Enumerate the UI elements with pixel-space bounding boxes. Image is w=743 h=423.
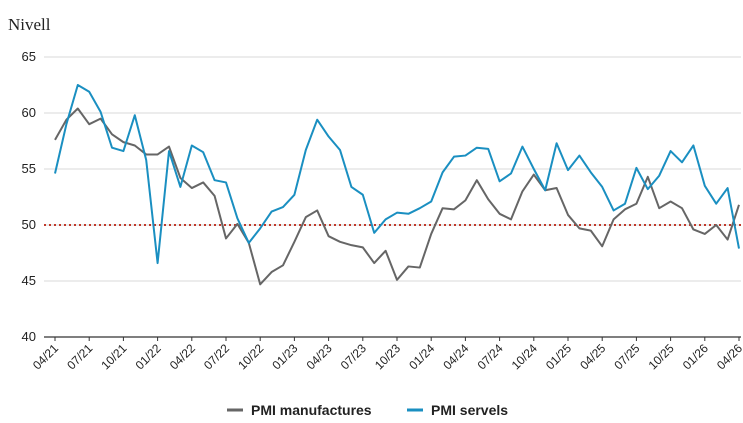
legend-item-pmi-servels: PMI servels <box>407 402 508 418</box>
x-tick-label: 10/22 <box>235 341 266 372</box>
x-axis-ticks: 04/21 07/21 10/21 01/22 04/22 07/22 10/22 01/23… <box>30 337 743 372</box>
x-tick-label: 04/24 <box>440 341 471 372</box>
y-axis-ticks: 40 45 50 55 60 65 <box>22 49 36 344</box>
x-tick-label: 04/23 <box>304 341 335 372</box>
y-tick-label: 40 <box>22 329 36 344</box>
series-line-pmi-servels <box>54 84 740 265</box>
x-tick-label: 07/23 <box>338 341 369 372</box>
x-tick-label: 01/23 <box>269 341 300 372</box>
y-tick-label: 65 <box>22 49 36 64</box>
series-lines <box>54 84 740 286</box>
x-tick-label: 10/21 <box>98 341 129 372</box>
x-tick-label: 04/21 <box>30 341 61 372</box>
legend-label: PMI manufactures <box>251 402 372 418</box>
legend-label: PMI servels <box>431 402 508 418</box>
y-tick-label: 50 <box>22 217 36 232</box>
x-tick-label: 04/22 <box>167 341 198 372</box>
y-tick-label: 55 <box>22 161 36 176</box>
x-tick-label: 01/24 <box>406 341 437 372</box>
x-tick-label: 07/24 <box>475 341 506 372</box>
x-tick-label: 10/25 <box>646 341 677 372</box>
series-line-pmi-manufactures <box>54 107 740 286</box>
x-tick-label: 07/22 <box>201 341 232 372</box>
y-tick-label: 45 <box>22 273 36 288</box>
x-tick-label: 01/22 <box>133 341 164 372</box>
x-tick-label: 04/25 <box>577 341 608 372</box>
legend: PMI manufactures PMI servels <box>227 402 508 418</box>
x-tick-label: 07/25 <box>611 341 642 372</box>
x-tick-label: 04/26 <box>714 341 743 372</box>
x-tick-label: 07/21 <box>64 341 95 372</box>
x-tick-label: 01/26 <box>680 341 711 372</box>
x-tick-label: 10/23 <box>372 341 403 372</box>
legend-item-pmi-manufactures: PMI manufactures <box>227 402 372 418</box>
y-tick-label: 60 <box>22 105 36 120</box>
x-tick-label: 10/24 <box>509 341 540 372</box>
x-tick-label: 01/25 <box>543 341 574 372</box>
y-axis-label: Nivell <box>8 15 51 34</box>
